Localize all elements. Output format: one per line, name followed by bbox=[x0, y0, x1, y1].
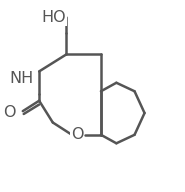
Text: O: O bbox=[3, 105, 15, 120]
Text: HO: HO bbox=[42, 10, 66, 25]
Text: NH: NH bbox=[9, 70, 34, 85]
Text: O: O bbox=[71, 127, 84, 142]
